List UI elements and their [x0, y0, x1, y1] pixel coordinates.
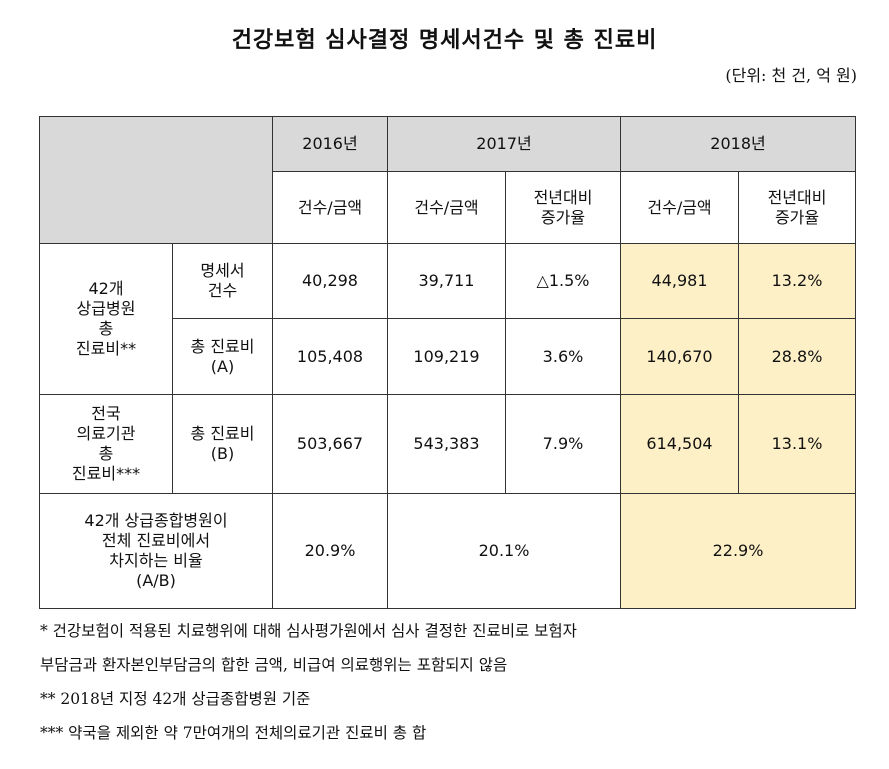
row-label: 총 진료비 (A) [172, 318, 273, 395]
cell-value: 543,383 [387, 394, 506, 494]
cell-value-highlight: 44,981 [620, 243, 740, 319]
table-row: 전국 의료기관 총 진료비*** 총 진료비 (B) 503,667 543,3… [39, 394, 857, 494]
yoy-header-2017: 전년대비 증가율 [504, 171, 622, 244]
group-label-tertiary-hospitals: 42개 상급병원 총 진료비** [39, 243, 173, 395]
cell-value: 39,711 [387, 243, 506, 319]
group-label-all-institutions: 전국 의료기관 총 진료비*** [39, 394, 173, 494]
cell-growth-highlight: 13.2% [738, 243, 857, 319]
year-2016-header: 2016년 [272, 116, 388, 172]
cell-value: 503,667 [272, 394, 388, 494]
table-row: 42개 상급종합병원이 전체 진료비에서 차지하는 비율 (A/B) 20.9%… [39, 493, 857, 609]
table-row: 총 진료비 (A) 105,408 109,219 3.6% 140,670 2… [40, 318, 857, 395]
footnote-3: *** 약국을 제외한 약 7만여개의 전체의료기관 진료비 총 합 [40, 724, 427, 742]
cell-value-highlight: 140,670 [620, 318, 740, 395]
header-corner-cell [39, 116, 273, 244]
footnote-2: ** 2018년 지정 42개 상급종합병원 기준 [40, 690, 311, 708]
ratio-2016: 20.9% [272, 493, 388, 609]
cell-growth: 7.9% [504, 394, 622, 494]
header-row-metrics: 건수/금액 건수/금액 전년대비 증가율 건수/금액 전년대비 증가율 [40, 171, 857, 244]
cell-growth: △1.5% [504, 243, 622, 319]
cell-growth-highlight: 13.1% [738, 394, 857, 494]
row-label: 총 진료비 (B) [172, 394, 273, 494]
unit-note: (단위: 천 건, 억 원) [725, 66, 857, 85]
count-amount-header-2017: 건수/금액 [387, 171, 506, 244]
footnote-1-line-1: * 건강보험이 적용된 치료행위에 대해 심사평가원에서 심사 결정한 진료비로… [40, 622, 577, 640]
footnotes: * 건강보험이 적용된 치료행위에 대해 심사평가원에서 심사 결정한 진료비로… [40, 614, 870, 750]
table-row: 42개 상급병원 총 진료비** 명세서 건수 40,298 39,711 △1… [39, 243, 857, 395]
ratio-2017: 20.1% [386, 493, 622, 609]
cell-growth-highlight: 28.8% [738, 318, 857, 395]
count-amount-header-2018: 건수/금액 [620, 171, 740, 244]
year-2017-header: 2017년 [386, 116, 622, 172]
yoy-header-2018: 전년대비 증가율 [738, 171, 857, 244]
row-label: 명세서 건수 [172, 243, 273, 319]
ratio-2018-highlight: 22.9% [620, 493, 857, 609]
page-title: 건강보험 심사결정 명세서건수 및 총 진료비 [231, 27, 658, 53]
cell-value: 105,408 [272, 318, 388, 395]
stats-table: 2016년 2017년 2018년 건수/금액 건수/금액 전년대비 증가율 건… [39, 116, 857, 609]
ratio-row-label: 42개 상급종합병원이 전체 진료비에서 차지하는 비율 (A/B) [39, 493, 273, 609]
cell-value-highlight: 614,504 [620, 394, 740, 494]
header-row-years: 2016년 2017년 2018년 [39, 116, 857, 244]
cell-value: 109,219 [387, 318, 506, 395]
count-amount-header-2016: 건수/금액 [272, 171, 388, 244]
year-2018-header: 2018년 [620, 116, 857, 172]
footnote-1-line-2: 부담금과 환자본인부담금의 합한 금액, 비급여 의료행위는 포함되지 않음 [40, 656, 508, 674]
cell-value: 40,298 [272, 243, 388, 319]
cell-growth: 3.6% [504, 318, 622, 395]
